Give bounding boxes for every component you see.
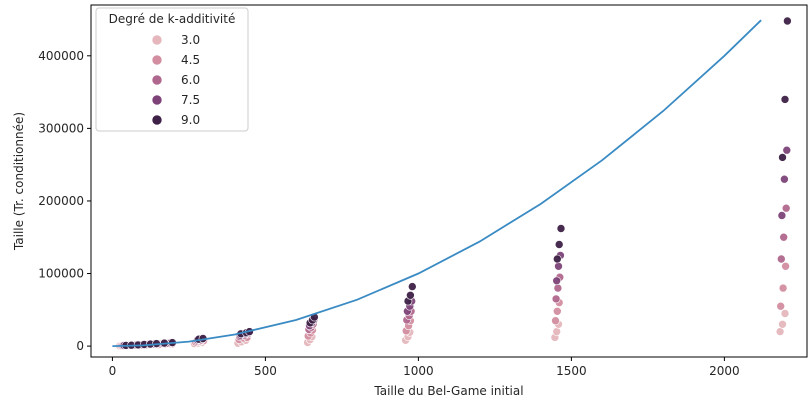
- scatter-point: [776, 301, 786, 311]
- x-tick-label: 1000: [403, 364, 434, 378]
- y-tick-label: 200000: [38, 194, 84, 208]
- y-axis-label: Taille (Tr. conditionnée): [12, 112, 26, 251]
- y-axis: 0 100000 200000 300000 400000: [38, 49, 91, 353]
- scatter-point: [778, 153, 787, 162]
- scatter-point: [407, 282, 417, 291]
- legend-title: Degré de k-additivité: [109, 12, 236, 26]
- scatter-point: [552, 254, 562, 264]
- scatter-point: [551, 316, 560, 326]
- x-tick-label: 0: [109, 364, 117, 378]
- legend-marker: [151, 34, 163, 46]
- scatter-point: [777, 211, 787, 220]
- scatter-point: [783, 16, 792, 26]
- x-axis: 0 500 1000 1500 2000: [109, 357, 740, 378]
- scatter-point: [552, 306, 562, 316]
- scatter-point: [775, 327, 785, 336]
- legend-marker: [151, 114, 163, 126]
- legend: Degré de k-additivité 3.0 4.5 6.0 7.5 9.0: [95, 7, 249, 132]
- legend-label: 3.0: [181, 33, 200, 47]
- legend-marker: [151, 54, 163, 66]
- scatter-point: [552, 276, 562, 286]
- scatter-point: [556, 224, 566, 233]
- x-tick-label: 2000: [709, 364, 740, 378]
- scatter-point: [782, 145, 792, 155]
- y-tick-label: 400000: [38, 49, 84, 63]
- legend-box: [95, 7, 249, 132]
- scatter-point: [778, 319, 787, 329]
- y-tick-label: 100000: [38, 267, 84, 281]
- scatter-point: [406, 290, 415, 300]
- scatter-point: [554, 261, 563, 271]
- scatter-point: [780, 309, 790, 318]
- y-tick-label: 0: [76, 339, 84, 353]
- fit-curve: [112, 19, 762, 347]
- scatter-point: [553, 283, 563, 293]
- scatter-point: [776, 254, 786, 264]
- chart-marks: [112, 16, 792, 351]
- legend-label: 9.0: [181, 113, 200, 127]
- legend-label: 6.0: [181, 73, 200, 87]
- scatter-point: [778, 283, 788, 293]
- legend-entries: 3.0 4.5 6.0 7.5 9.0: [151, 33, 200, 127]
- legend-marker: [151, 74, 163, 86]
- scatter-point: [554, 240, 564, 249]
- legend-label: 7.5: [181, 93, 200, 107]
- scatter-point: [780, 174, 789, 184]
- x-tick-label: 1500: [556, 364, 587, 378]
- x-tick-label: 500: [254, 364, 277, 378]
- plot-frame: [90, 4, 808, 358]
- scatter-point: [781, 203, 791, 213]
- scatter-point: [780, 95, 790, 104]
- legend-label: 4.5: [181, 53, 200, 67]
- scatter-point: [781, 261, 790, 271]
- scatter-point: [779, 232, 789, 242]
- y-tick-label: 300000: [38, 121, 84, 135]
- scatter-point: [551, 294, 561, 304]
- x-axis-label: Taille du Bel-Game initial: [373, 384, 523, 398]
- scatter-point: [552, 327, 562, 336]
- legend-marker: [151, 94, 163, 106]
